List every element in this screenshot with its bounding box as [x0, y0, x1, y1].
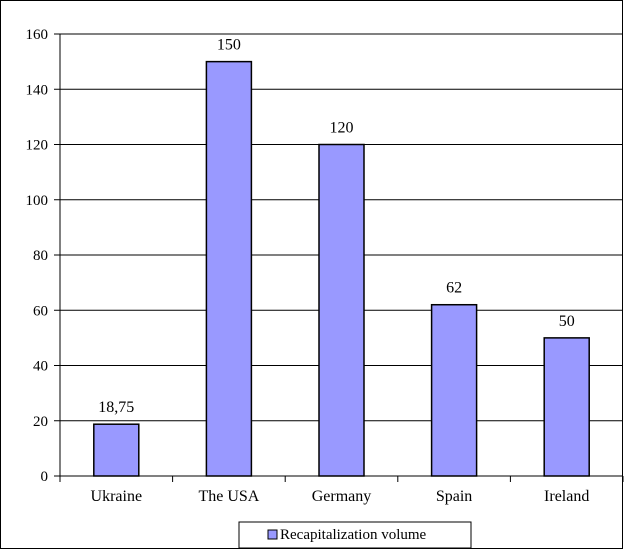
data-label: 150 [217, 37, 241, 54]
data-label: 120 [330, 120, 354, 137]
bar [205, 60, 253, 477]
y-tick-label: 0 [41, 469, 49, 485]
y-tick-label: 60 [33, 303, 48, 319]
category-label: The USA [198, 488, 259, 505]
y-tick-label: 20 [33, 414, 48, 430]
legend-box [238, 521, 472, 549]
bar [93, 423, 140, 477]
data-label: 62 [446, 280, 462, 297]
data-labels: 18,75 150 120 62 50 [98, 37, 574, 417]
y-tick-label: 140 [26, 82, 49, 98]
bar [543, 337, 590, 477]
bars [93, 60, 590, 477]
legend-label: Recapitalization volume [280, 527, 427, 543]
x-axis-ticks: Ukraine The USA Germany Spain Ireland [59, 476, 624, 505]
y-tick-label: 120 [26, 138, 49, 154]
y-tick-label: 160 [26, 27, 49, 43]
legend: Recapitalization volume [238, 521, 472, 549]
data-label: 18,75 [98, 399, 134, 416]
y-axis-ticks: 0 20 40 60 80 100 120 140 160 [26, 27, 60, 485]
y-tick-label: 40 [33, 359, 48, 375]
bar [430, 303, 478, 477]
category-label: Spain [436, 488, 472, 505]
y-tick-label: 80 [33, 248, 48, 264]
bar [318, 143, 365, 477]
data-label: 50 [559, 313, 575, 330]
legend-swatch [267, 529, 278, 540]
category-label: Ireland [544, 488, 589, 505]
category-label: Germany [312, 488, 372, 505]
y-tick-label: 100 [26, 193, 49, 209]
category-label: Ukraine [91, 488, 143, 505]
